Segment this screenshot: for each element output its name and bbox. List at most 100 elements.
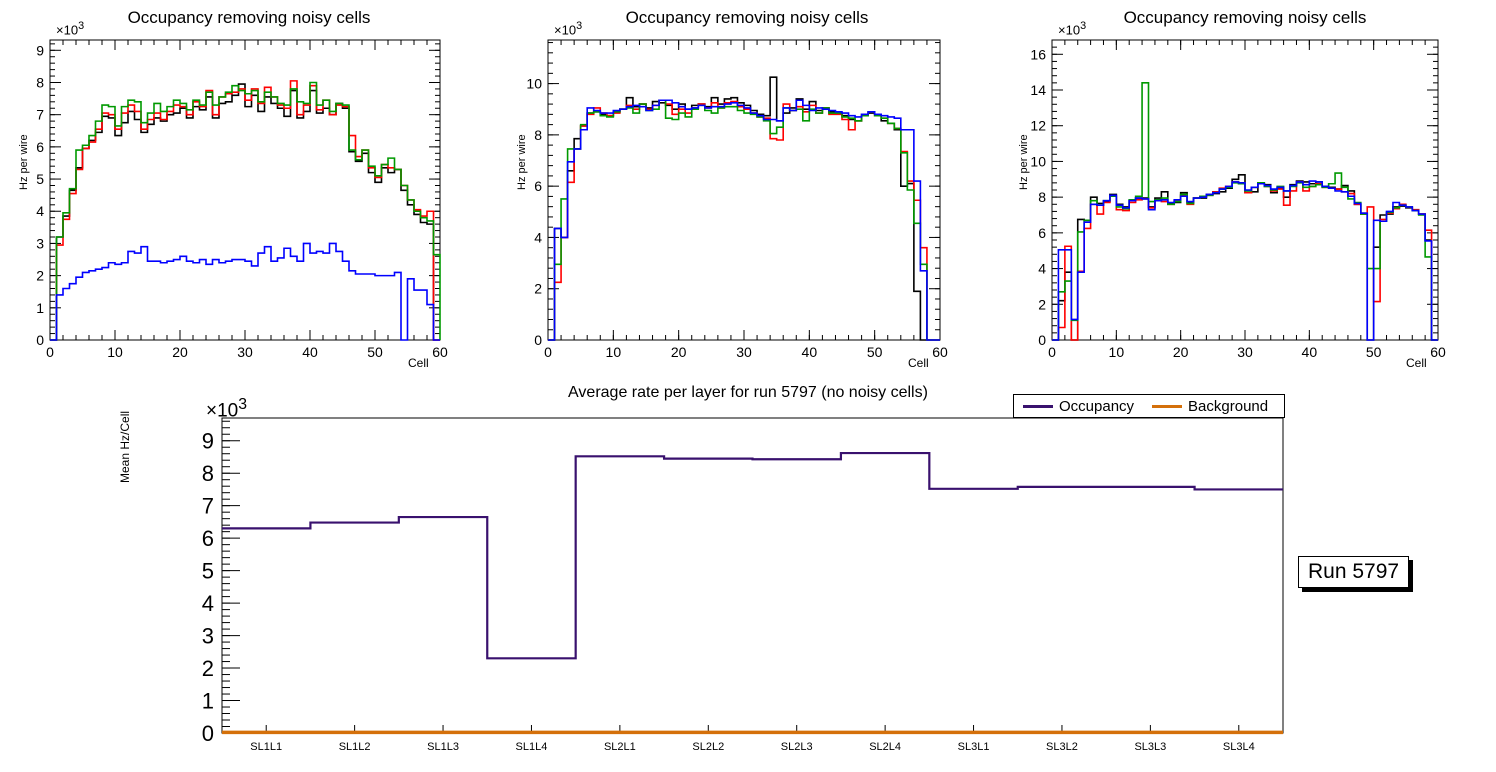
x-tick-label: 40: [302, 344, 318, 360]
category-label: SL2L1: [604, 741, 636, 753]
occupancy-panel-3: Occupancy removing noisy cells Hz per wi…: [996, 0, 1494, 378]
legend-entry-background[interactable]: Background: [1143, 398, 1277, 415]
y-axis-exponent: ×103: [206, 396, 248, 422]
x-axis-title: Cell: [908, 356, 929, 370]
y-tick-label: 8: [202, 461, 214, 486]
x-tick-label: 0: [46, 344, 54, 360]
x-tick-label: 50: [1366, 344, 1382, 360]
panel-title: Occupancy removing noisy cells: [127, 8, 371, 27]
category-label: SL1L3: [427, 741, 459, 753]
y-tick-label: 8: [1038, 189, 1046, 205]
y-tick-label: 4: [534, 229, 542, 245]
y-tick-label: 6: [1038, 225, 1046, 241]
series-layer-3: [548, 99, 940, 341]
x-tick-label: 20: [671, 344, 687, 360]
y-tick-label: 2: [1038, 296, 1046, 312]
y-tick-label: 8: [36, 74, 44, 90]
y-axis-exponent: ×103: [554, 20, 583, 38]
y-tick-label: 3: [36, 235, 44, 251]
x-tick-label: 40: [1302, 344, 1318, 360]
y-tick-label: 7: [36, 107, 44, 123]
average-rate-panel: Average rate per layer for run 5797 (no …: [0, 378, 1496, 772]
y-axis-exponent: ×103: [56, 20, 85, 38]
legend-swatch-occupancy: [1023, 404, 1053, 408]
category-label: SL3L3: [1134, 741, 1166, 753]
y-tick-label: 16: [1030, 46, 1046, 62]
x-tick-label: 0: [1048, 344, 1056, 360]
occupancy-panel-2: Occupancy removing noisy cells Hz per wi…: [498, 0, 996, 378]
x-tick-label: 10: [606, 344, 622, 360]
x-tick-label: 40: [802, 344, 818, 360]
panel-title: Occupancy removing noisy cells: [625, 8, 869, 27]
run-badge: Run 5797: [1298, 556, 1410, 588]
y-tick-label: 12: [1030, 118, 1046, 134]
x-tick-label: 30: [1237, 344, 1253, 360]
y-tick-label: 4: [36, 203, 44, 219]
x-tick-label: 10: [1109, 344, 1125, 360]
category-label: SL1L2: [339, 741, 371, 753]
series-layer-2: [548, 99, 940, 341]
y-tick-label: 6: [534, 178, 542, 194]
y-tick-label: 7: [202, 494, 214, 519]
category-label: SL2L2: [692, 741, 724, 753]
legend-swatch-background: [1152, 404, 1183, 408]
plot-area-3: 0 2 4 6 8 10 12 14 16 0 10 20 30 40 50 60: [1030, 39, 1446, 360]
category-label: SL1L4: [516, 741, 548, 753]
y-tick-label: 2: [202, 656, 214, 681]
y-tick-label: 0: [36, 332, 44, 348]
y-tick-label: 9: [36, 42, 44, 58]
y-tick-label: 4: [202, 591, 214, 616]
y-tick-label: 1: [36, 300, 44, 316]
x-tick-label: 0: [544, 344, 552, 360]
y-tick-label: 0: [1038, 332, 1046, 348]
x-tick-label: 60: [932, 344, 948, 360]
x-axis-title: Cell: [1406, 356, 1427, 370]
panel-title: Occupancy removing noisy cells: [1123, 8, 1367, 27]
plot-area-2: 0 2 4 6 8 10 0 10 20 30 40 50 60: [526, 39, 948, 360]
plot-area-1: 0 1 2 3 4 5 6 7 8 9 0 10 20 30 40 50 60: [36, 39, 448, 360]
series-occupancy: [222, 451, 1283, 660]
occupancy-panel-1: Occupancy removing noisy cells Hz per wi…: [0, 0, 498, 378]
series-layer-1: [50, 83, 440, 341]
x-tick-label: 50: [367, 344, 383, 360]
y-tick-label: 8: [534, 127, 542, 143]
legend-label-background: Background: [1188, 397, 1269, 415]
category-label: SL3L2: [1046, 741, 1078, 753]
x-tick-label: 20: [172, 344, 188, 360]
category-label: SL2L3: [781, 741, 813, 753]
series-layer-2: [50, 80, 440, 341]
category-label: SL3L1: [958, 741, 990, 753]
y-tick-label: 0: [534, 332, 542, 348]
x-tick-label: 30: [736, 344, 752, 360]
x-axis-title: Cell: [408, 356, 429, 370]
legend-entry-occupancy[interactable]: Occupancy: [1014, 398, 1143, 415]
x-tick-label: 50: [867, 344, 883, 360]
y-tick-label: 6: [202, 526, 214, 551]
y-tick-label: 10: [1030, 153, 1046, 169]
run-badge-label: Run 5797: [1308, 560, 1400, 583]
x-tick-label: 10: [107, 344, 123, 360]
bottom-panel-title: Average rate per layer for run 5797 (no …: [568, 384, 928, 401]
y-tick-label: 2: [534, 281, 542, 297]
y-axis-exponent: ×103: [1058, 20, 1087, 38]
legend: Occupancy Background: [1013, 394, 1285, 418]
y-tick-label: 3: [202, 624, 214, 649]
y-tick-label: 5: [36, 171, 44, 187]
y-tick-label: 1: [202, 689, 214, 714]
y-tick-label: 10: [526, 76, 542, 92]
category-label: SL3L4: [1223, 741, 1255, 753]
series-background: [50, 242, 440, 341]
y-tick-label: 4: [1038, 261, 1046, 277]
plot-area-bottom: 0 1 2 3 4 5 6 7 8 9 SL1L1 SL1L2 SL1L3 SL1L4 SL2L1 SL2L2…: [202, 417, 1284, 753]
category-label: SL1L1: [250, 741, 282, 753]
category-label: SL2L4: [869, 741, 901, 753]
y-tick-label: 2: [36, 268, 44, 284]
series-layer-3: [50, 81, 441, 341]
y-tick-label: 0: [202, 721, 214, 746]
y-tick-label: 6: [36, 139, 44, 155]
x-tick-label: 20: [1173, 344, 1189, 360]
series-background: [1052, 180, 1438, 341]
x-tick-label: 60: [1430, 344, 1446, 360]
series-background: [548, 99, 940, 341]
